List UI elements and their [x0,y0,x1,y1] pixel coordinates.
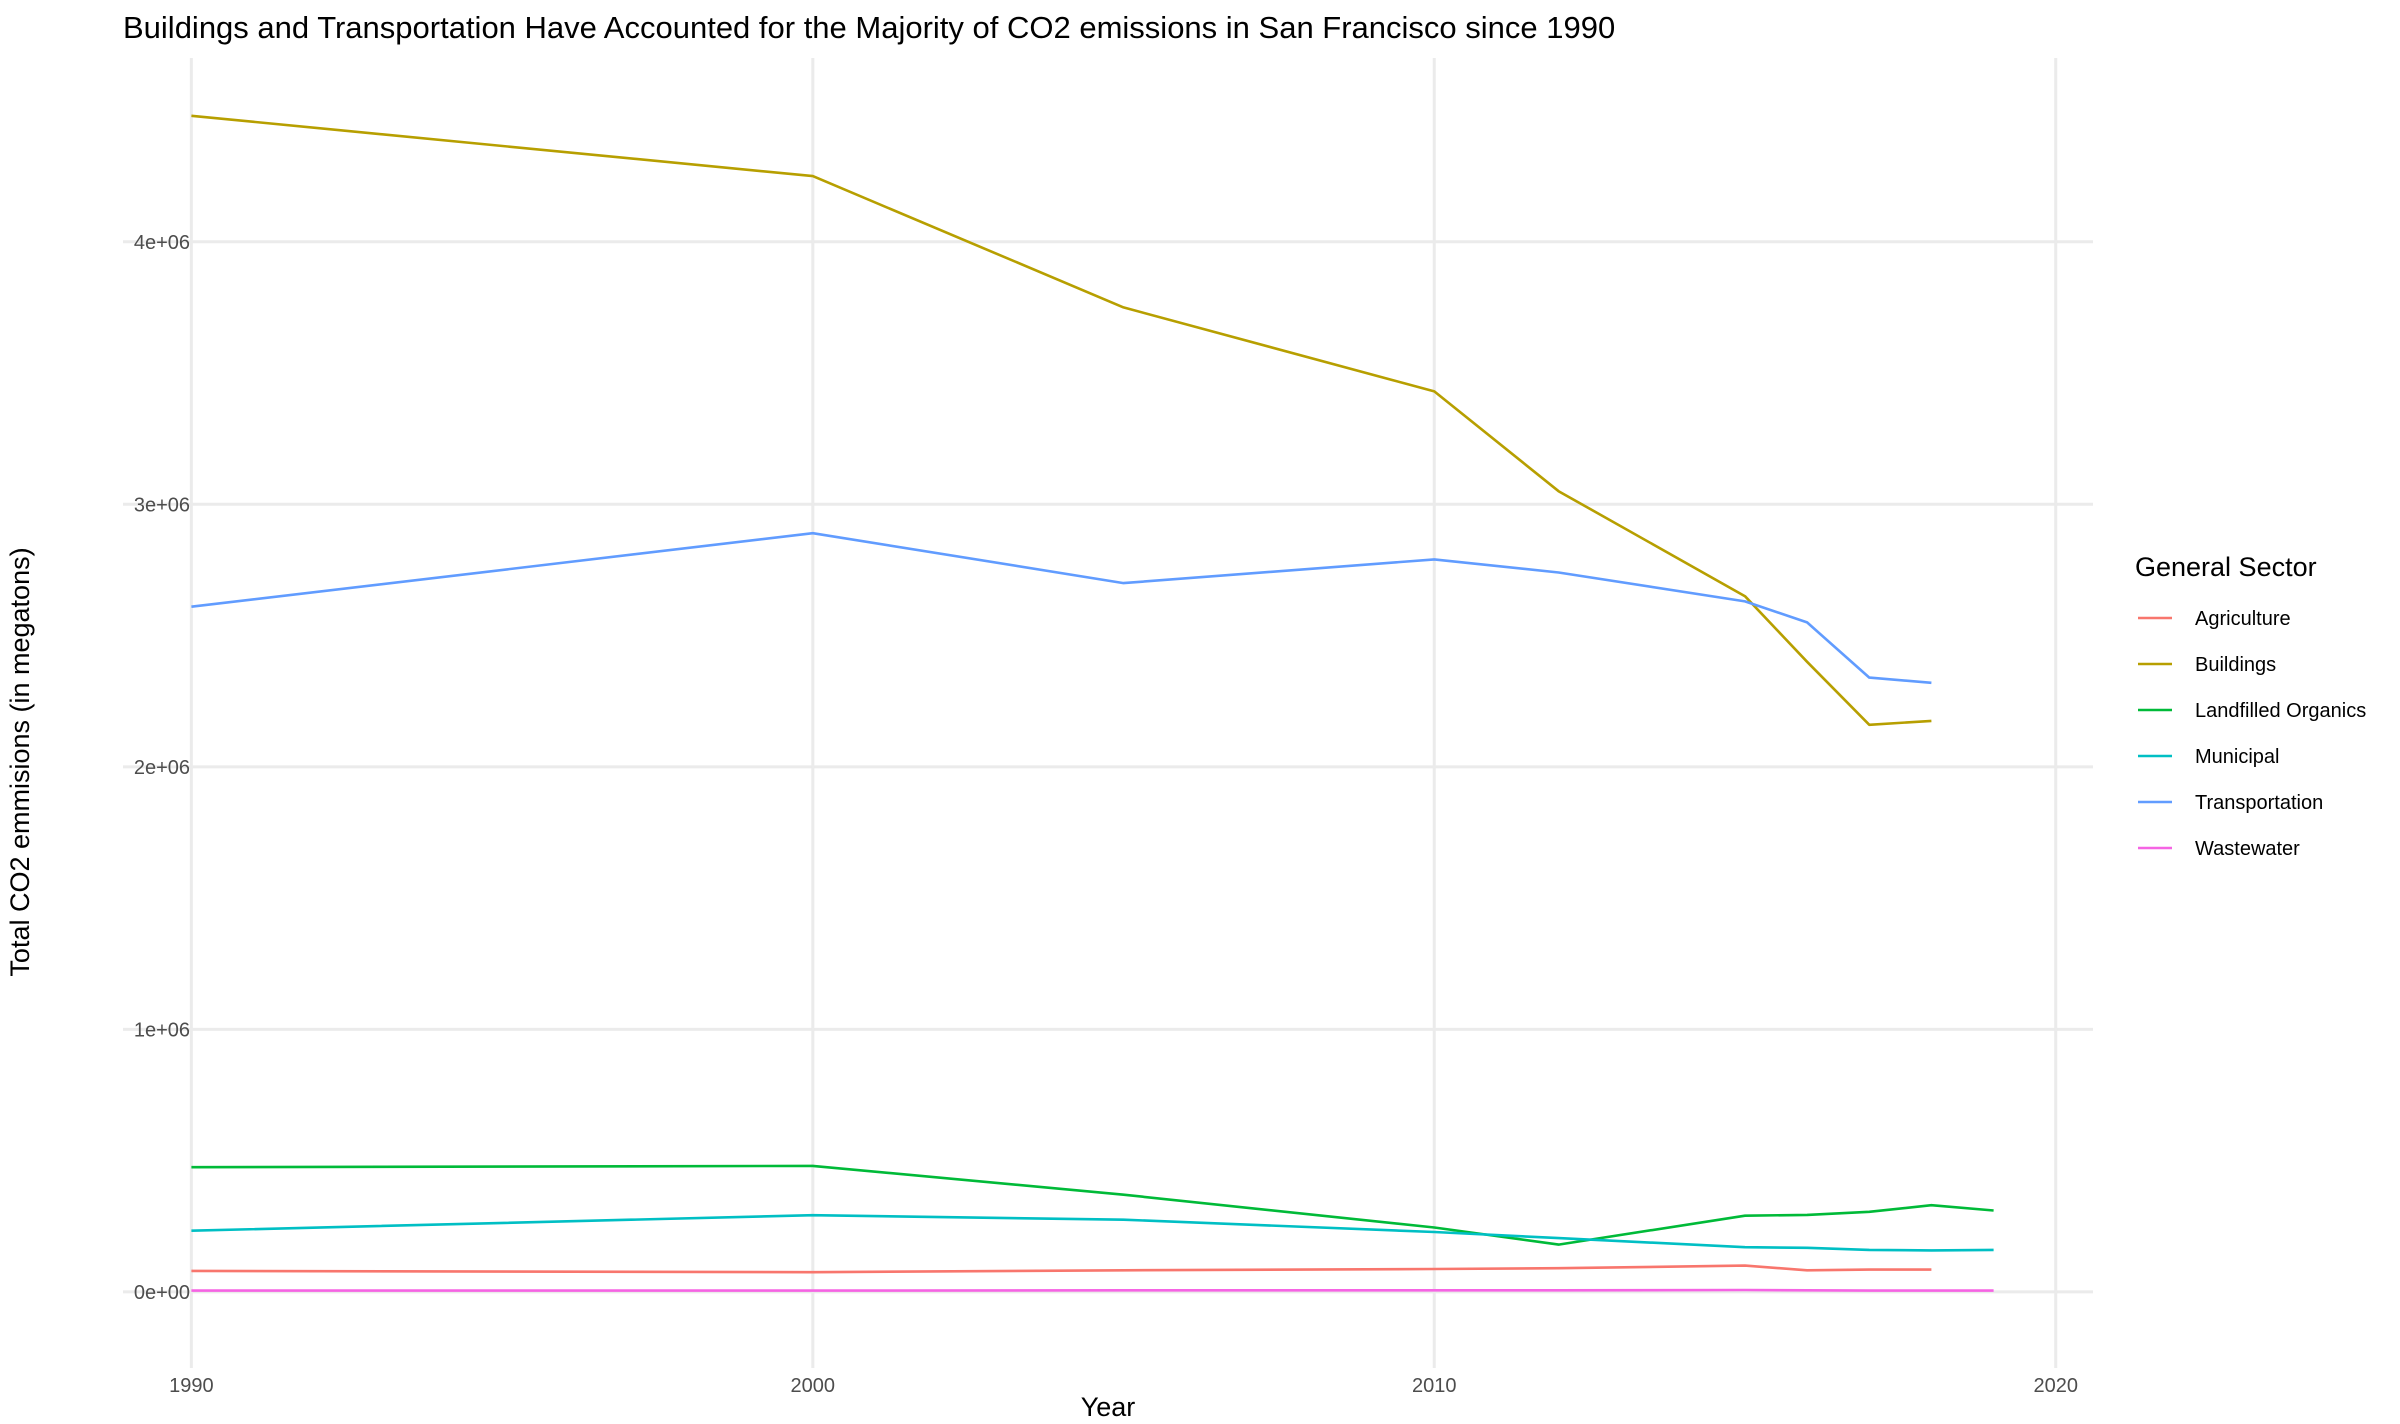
legend-label: Agriculture [2195,608,2291,630]
y-tick-label: 0e+00 [134,1282,190,1304]
legend-label: Transportation [2195,792,2323,814]
legend: General Sector Agriculture Buildings Landf… [2135,552,2366,860]
series-line-transportation [191,531,1932,685]
x-tick-label: 2000 [791,1375,836,1397]
y-tick-label: 4e+06 [134,232,190,254]
x-tick-label: 2010 [1412,1375,1457,1397]
legend-title: General Sector [2135,552,2317,582]
legend-label: Buildings [2195,654,2276,676]
grid-lines [123,58,2093,1368]
series-line-municipal [191,1213,1994,1252]
y-tick-label: 3e+06 [134,494,190,516]
x-tick-label: 1990 [169,1375,214,1397]
y-tick-label: 1e+06 [134,1019,190,1041]
x-axis-title: Year [1081,1392,1136,1422]
series-line-buildings [191,114,1932,727]
legend-label: Municipal [2195,746,2279,768]
chart-title: Buildings and Transportation Have Accoun… [123,10,1615,45]
y-axis-ticks: 0e+00 1e+06 2e+06 3e+06 4e+06 [134,232,190,1304]
y-tick-label: 2e+06 [134,757,190,779]
x-axis-ticks: 1990 2000 2010 2020 [169,1375,2078,1397]
x-tick-label: 2020 [2033,1375,2078,1397]
legend-label: Landfilled Organics [2195,700,2366,722]
legend-label: Wastewater [2195,838,2300,860]
series-lines [191,114,1994,1292]
series-line-wastewater [191,1288,1994,1292]
y-axis-title: Total CO2 emmisions (in megatons) [5,547,35,976]
series-line-landfilled-organics [191,1164,1994,1246]
series-line-agriculture [191,1264,1932,1274]
